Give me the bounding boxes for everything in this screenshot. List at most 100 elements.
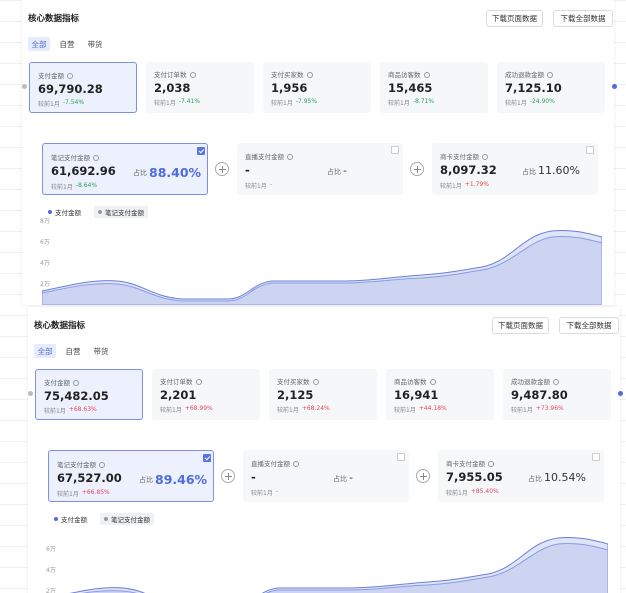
sub-metric-label: 笔记支付金额 <box>57 459 105 469</box>
share-label: 占比 <box>522 168 536 176</box>
y-tick-label: 4万 <box>40 260 50 267</box>
metric-value: 9,487.80 <box>511 388 568 402</box>
plus-icon[interactable] <box>221 469 235 483</box>
sub-metric-value: 67,527.00 <box>57 471 122 485</box>
nav-right[interactable] <box>612 84 617 89</box>
metric-compare: 较前1月 +68.63% <box>44 406 97 415</box>
metric-card[interactable]: 支付买家数 2,125 较前1月 +68.24% <box>269 369 377 420</box>
checkbox[interactable] <box>203 454 211 462</box>
metric-label: 支付买家数 <box>277 376 319 386</box>
share-value: 89.46% <box>155 472 208 487</box>
area-note <box>81 543 608 593</box>
sub-metric-label: 直播支付金额 <box>251 458 299 468</box>
download-button[interactable]: 下载页面数据 <box>492 317 549 334</box>
change-value: -8.71% <box>412 98 435 105</box>
y-tick-label: 2万 <box>46 588 56 593</box>
metric-value: 1,956 <box>271 81 308 95</box>
metric-card[interactable]: 支付金额 75,482.05 较前1月 +68.63% <box>35 369 143 420</box>
download-button[interactable]: 下载全部数据 <box>553 10 613 27</box>
sub-metric-compare: 较前1月 +66.85% <box>57 489 110 498</box>
metric-card[interactable]: 支付订单数 2,038 较前1月 -7.41% <box>146 62 254 113</box>
tab[interactable]: 自营 <box>65 346 81 356</box>
panel-title: 核心数据指标 <box>34 321 86 331</box>
sub-metric-value: 8,097.32 <box>440 163 497 177</box>
change-value: - <box>269 181 272 188</box>
metric-card[interactable]: 支付买家数 1,956 较前1月 -7.95% <box>263 62 371 113</box>
compare-label: 较前1月 <box>505 100 527 107</box>
metric-compare: 较前1月 +68.24% <box>277 405 330 414</box>
checkbox[interactable] <box>586 146 594 154</box>
sub-metric-card[interactable]: 笔记支付金额 61,692.96 占比 88.40% 较前1月 -8.64% <box>42 143 208 195</box>
tab[interactable]: 带货 <box>87 39 103 49</box>
compare-label: 较前1月 <box>160 407 182 414</box>
metric-label: 支付金额 <box>44 377 79 387</box>
sub-metric-value: - <box>245 163 250 177</box>
share-value: - <box>343 164 347 177</box>
legend-item[interactable]: 笔记支付金额 <box>94 206 148 218</box>
metric-compare: 较前1月 +68.99% <box>160 405 213 414</box>
y-tick-label: 6万 <box>46 546 56 553</box>
sub-metric-card[interactable]: 直播支付金额 - 占比 - 较前1月 - <box>243 450 409 502</box>
nav-right[interactable] <box>618 391 623 396</box>
legend-label: 笔记支付金额 <box>111 516 150 524</box>
checkbox[interactable] <box>391 146 399 154</box>
metric-card[interactable]: 支付订单数 2,201 较前1月 +68.99% <box>152 369 260 420</box>
metric-compare: 较前1月 +44.18% <box>394 405 447 414</box>
metric-value: 2,125 <box>277 388 314 402</box>
y-tick-label: 8万 <box>40 218 50 225</box>
sub-metric-label: 笔记支付金额 <box>51 152 99 162</box>
metric-compare: 较前1月 -8.71% <box>388 98 434 107</box>
share-label: 占比 <box>333 475 347 483</box>
legend-label: 笔记支付金额 <box>105 209 144 217</box>
checkbox[interactable] <box>592 453 600 461</box>
compare-label: 较前1月 <box>446 490 468 497</box>
sub-metric-card[interactable]: 直播支付金额 - 占比 - 较前1月 - <box>237 143 403 195</box>
checkbox[interactable] <box>197 147 205 155</box>
plus-icon[interactable] <box>416 469 430 483</box>
area-note <box>42 236 602 305</box>
nav-left[interactable] <box>22 84 27 89</box>
trend-chart <box>69 537 608 593</box>
legend-label: 支付金额 <box>61 516 87 524</box>
share-label: 占比 <box>139 476 153 484</box>
checkbox[interactable] <box>397 453 405 461</box>
sub-metric-value: 7,955.05 <box>446 470 503 484</box>
metric-value: 2,038 <box>154 81 191 95</box>
tab[interactable]: 全部 <box>28 37 50 51</box>
sub-metric-label: 直播支付金额 <box>245 151 293 161</box>
share-value: - <box>349 471 353 484</box>
download-button[interactable]: 下载全部数据 <box>559 317 619 334</box>
nav-left[interactable] <box>28 391 33 396</box>
metric-compare: 较前1月 -7.41% <box>154 98 200 107</box>
tab[interactable]: 自营 <box>59 39 75 49</box>
legend-item[interactable]: 支付金额 <box>50 513 91 525</box>
metric-compare: 较前1月 -7.95% <box>271 98 317 107</box>
panel-title: 核心数据指标 <box>28 14 80 24</box>
change-value: +68.24% <box>301 405 330 412</box>
sub-metric-card[interactable]: 商卡支付金额 8,097.32 占比 11.60% 较前1月 +1.79% <box>432 143 598 195</box>
tab[interactable]: 全部 <box>34 344 56 358</box>
sub-metric-card[interactable]: 笔记支付金额 67,527.00 占比 89.46% 较前1月 +66.85% <box>48 450 214 502</box>
metric-card[interactable]: 成功退款金额 9,487.80 较前1月 +73.96% <box>503 369 611 420</box>
share-label: 占比 <box>133 169 147 177</box>
compare-label: 较前1月 <box>245 183 267 190</box>
legend-item[interactable]: 支付金额 <box>44 206 85 218</box>
share-value: 10.54% <box>544 471 586 484</box>
metric-card[interactable]: 支付金额 69,790.28 较前1月 -7.54% <box>29 62 137 113</box>
sub-metric-label: 商卡支付金额 <box>440 151 488 161</box>
compare-label: 较前1月 <box>394 407 416 414</box>
legend-item[interactable]: 笔记支付金额 <box>100 513 154 525</box>
metric-card[interactable]: 成功退款金额 7,125.10 较前1月 -24.90% <box>497 62 605 113</box>
metric-label: 成功退款金额 <box>511 376 559 386</box>
metric-value: 7,125.10 <box>505 81 562 95</box>
sub-metric-card[interactable]: 商卡支付金额 7,955.05 占比 10.54% 较前1月 +85.40% <box>438 450 604 502</box>
metric-card[interactable]: 商品访客数 16,941 较前1月 +44.18% <box>386 369 494 420</box>
change-value: +1.79% <box>464 181 489 188</box>
plus-icon[interactable] <box>215 162 229 176</box>
change-value: +85.40% <box>470 488 499 495</box>
download-button[interactable]: 下载页面数据 <box>486 10 543 27</box>
plus-icon[interactable] <box>410 162 424 176</box>
metric-card[interactable]: 商品访客数 15,465 较前1月 -8.71% <box>380 62 488 113</box>
tab[interactable]: 带货 <box>93 346 109 356</box>
sub-metric-label: 商卡支付金额 <box>446 458 494 468</box>
